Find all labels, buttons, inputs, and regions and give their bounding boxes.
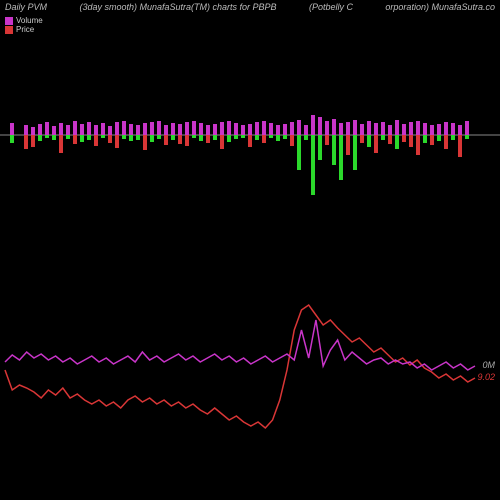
header-mid1: (3day smooth) MunafaSutra(TM) charts for… — [79, 2, 276, 12]
price-end-label: 9.02 — [477, 372, 495, 382]
legend-price: Price — [5, 25, 495, 34]
header-mid2: (Potbelly C — [309, 2, 353, 12]
pvm-bar-chart — [0, 60, 500, 210]
chart-legend: Volume Price — [0, 14, 500, 36]
header-right: orporation) MunafaSutra.co — [385, 2, 495, 12]
volume-swatch — [5, 17, 13, 25]
chart-header: Daily PVM (3day smooth) MunafaSutra(TM) … — [0, 0, 500, 14]
price-swatch — [5, 26, 13, 34]
price-label: Price — [16, 25, 34, 34]
header-left: Daily PVM — [5, 2, 47, 12]
volume-end-label: 0M — [482, 360, 495, 370]
legend-volume: Volume — [5, 16, 495, 25]
price-volume-line-chart — [0, 280, 500, 440]
volume-label: Volume — [16, 16, 43, 25]
